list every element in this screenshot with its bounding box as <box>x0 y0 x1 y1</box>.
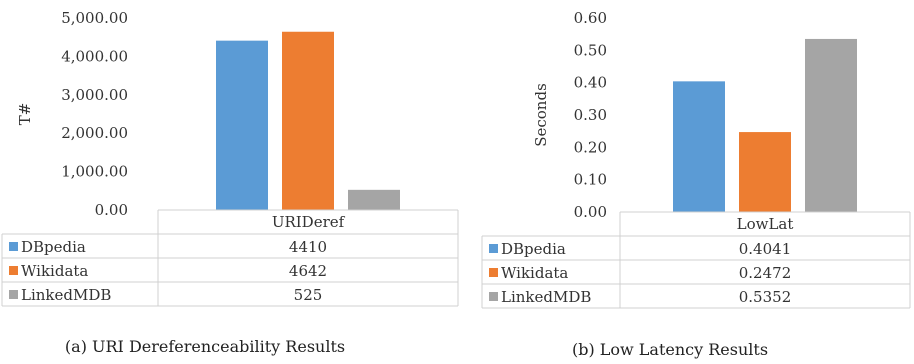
bar-linkedmdb <box>348 189 400 210</box>
data-label: 0.5352 <box>739 288 792 306</box>
y-tick-label: 0.40 <box>574 74 607 92</box>
y-tick-label: 3,000.00 <box>61 86 128 104</box>
legend-label: LinkedMDB <box>21 286 111 304</box>
y-tick-label: 0.20 <box>574 138 607 156</box>
y-tick-label: 2,000.00 <box>61 124 128 142</box>
category-label: URIDeref <box>272 213 346 231</box>
data-label: 0.2472 <box>739 264 792 282</box>
legend-key-dbpedia <box>9 242 18 251</box>
y-axis-title: T# <box>16 103 34 126</box>
data-label: 525 <box>294 286 323 304</box>
legend-key-linkedmdb <box>9 290 18 299</box>
data-label: 0.4041 <box>739 240 792 258</box>
bar-linkedmdb <box>805 38 857 213</box>
bar-wikidata <box>739 132 791 212</box>
y-tick-label: 4,000.00 <box>61 47 128 65</box>
y-tick-label: 0.60 <box>574 9 607 27</box>
y-tick-label: 0.00 <box>574 203 607 221</box>
bar-dbpedia <box>673 81 725 212</box>
bar-dbpedia <box>216 40 268 210</box>
y-tick-label: 0.50 <box>574 41 607 59</box>
y-tick-label: 1,000.00 <box>61 163 128 181</box>
y-tick-label: 0.10 <box>574 171 607 189</box>
y-tick-label: 5,000.00 <box>61 9 128 27</box>
y-tick-label: 0.30 <box>574 106 607 124</box>
legend-key-dbpedia <box>489 244 498 253</box>
legend-label: Wikidata <box>501 264 568 282</box>
y-axis-title: Seconds <box>532 83 550 147</box>
bar-wikidata <box>282 31 334 211</box>
legend-label: Wikidata <box>21 262 88 280</box>
caption-a: (a) URI Dereferenceability Results <box>65 337 345 356</box>
legend-key-wikidata <box>489 268 498 277</box>
legend-label: DBpedia <box>21 238 86 256</box>
category-label: LowLat <box>737 215 794 233</box>
legend-label: DBpedia <box>501 240 566 258</box>
chart-uri-dereferenceability: 0.00 1,000.00 2,000.00 3,000.00 4,000.00 5,00… <box>1 9 459 307</box>
legend-key-wikidata <box>9 266 18 275</box>
caption-b: (b) Low Latency Results <box>572 340 768 359</box>
legend-key-linkedmdb <box>489 292 498 301</box>
y-tick-label: 0.00 <box>95 201 128 219</box>
data-label: 4642 <box>289 262 327 280</box>
data-label: 4410 <box>289 238 327 256</box>
chart-low-latency: 0.00 0.10 0.20 0.30 0.40 0.50 0.60 Seconds LowLa… <box>481 9 911 309</box>
legend-label: LinkedMDB <box>501 288 591 306</box>
